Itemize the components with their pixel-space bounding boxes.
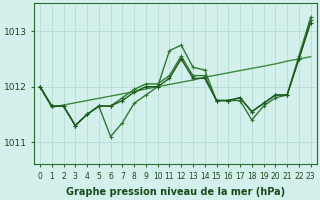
X-axis label: Graphe pression niveau de la mer (hPa): Graphe pression niveau de la mer (hPa) [66, 187, 285, 197]
